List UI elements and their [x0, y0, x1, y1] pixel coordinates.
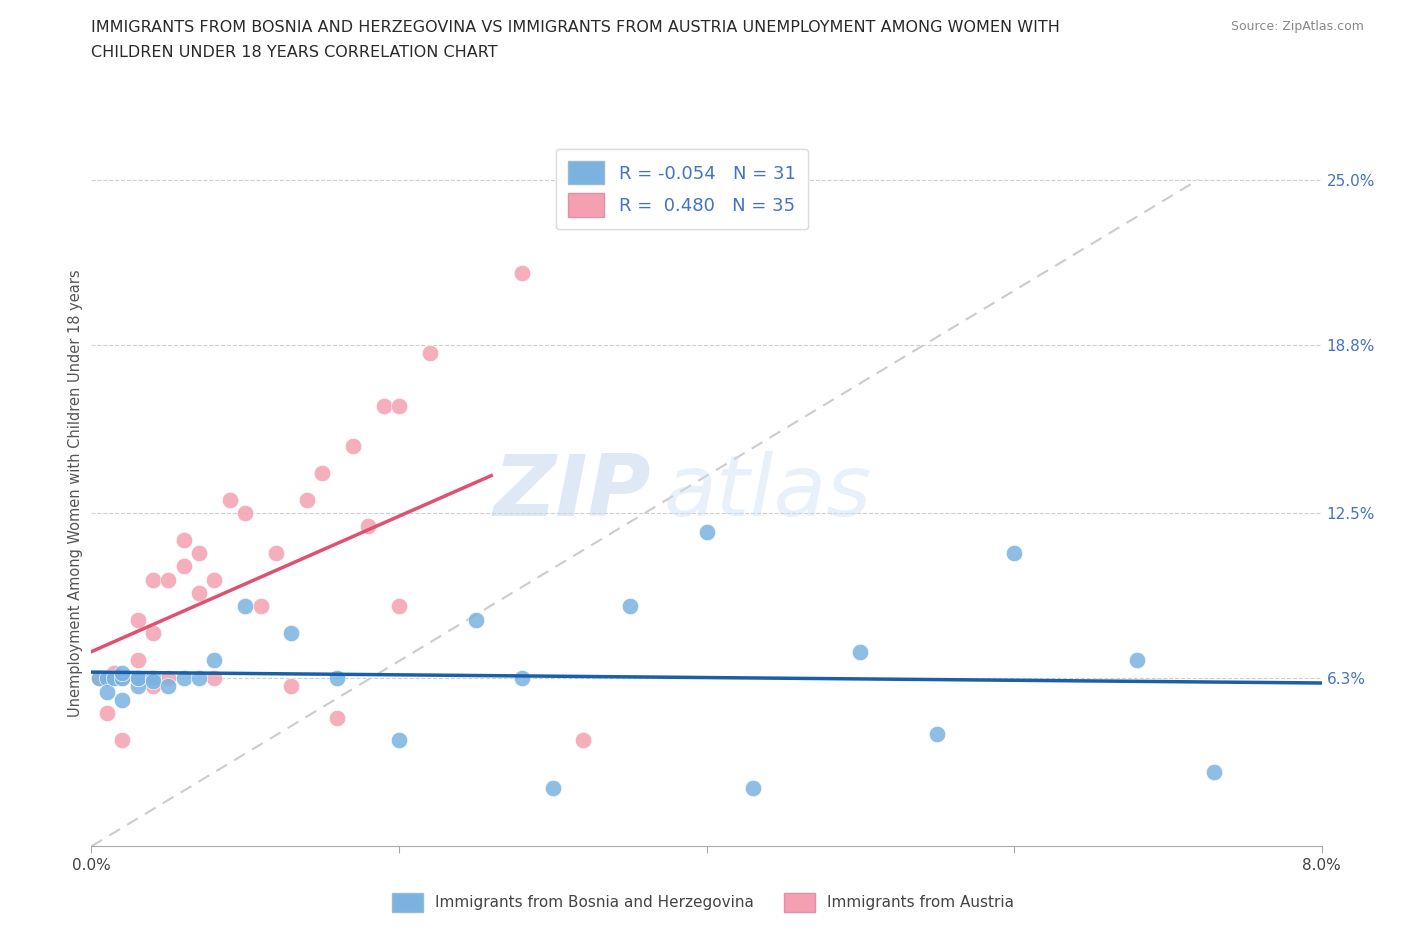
Point [927, 727, 949, 742]
Text: Source: ZipAtlas.com: Source: ZipAtlas.com [1230, 20, 1364, 33]
Point [695, 525, 717, 539]
Point [326, 711, 349, 725]
Point [173, 559, 195, 574]
Point [202, 572, 225, 587]
Text: atlas: atlas [664, 451, 872, 535]
Point [233, 599, 256, 614]
Point [87, 671, 110, 685]
Point [157, 671, 180, 685]
Point [295, 492, 318, 507]
Point [111, 671, 134, 685]
Point [849, 644, 872, 659]
Y-axis label: Unemployment Among Women with Children Under 18 years: Unemployment Among Women with Children U… [67, 269, 83, 717]
Point [111, 732, 134, 747]
Point [572, 732, 595, 747]
Point [96, 684, 118, 699]
Point [142, 671, 165, 685]
Point [188, 546, 211, 561]
Point [280, 626, 302, 641]
Point [741, 780, 763, 795]
Point [357, 519, 380, 534]
Point [96, 706, 118, 721]
Point [202, 652, 225, 667]
Point [1202, 764, 1225, 779]
Point [87, 671, 110, 685]
Point [111, 692, 134, 707]
Point [264, 546, 287, 561]
Point [233, 506, 256, 521]
Point [188, 586, 211, 601]
Legend: Immigrants from Bosnia and Herzegovina, Immigrants from Austria: Immigrants from Bosnia and Herzegovina, … [385, 887, 1021, 918]
Point [127, 679, 149, 694]
Point [188, 671, 211, 685]
Point [342, 439, 364, 454]
Point [619, 599, 641, 614]
Point [388, 399, 411, 414]
Point [510, 671, 533, 685]
Point [249, 599, 271, 614]
Text: IMMIGRANTS FROM BOSNIA AND HERZEGOVINA VS IMMIGRANTS FROM AUSTRIA UNEMPLOYMENT A: IMMIGRANTS FROM BOSNIA AND HERZEGOVINA V… [91, 20, 1060, 35]
Point [142, 679, 165, 694]
Point [157, 572, 180, 587]
Point [111, 666, 134, 681]
Point [173, 532, 195, 547]
Point [1002, 546, 1025, 561]
Point [510, 265, 533, 280]
Point [419, 345, 441, 360]
Point [103, 671, 125, 685]
Point [157, 679, 180, 694]
Point [311, 465, 333, 480]
Point [173, 671, 195, 685]
Point [96, 671, 118, 685]
Point [541, 780, 564, 795]
Point [127, 671, 149, 685]
Point [326, 671, 349, 685]
Point [388, 732, 411, 747]
Point [142, 626, 165, 641]
Point [388, 599, 411, 614]
Point [1126, 652, 1149, 667]
Point [373, 399, 395, 414]
Point [280, 679, 302, 694]
Point [464, 612, 486, 627]
Point [96, 671, 118, 685]
Point [142, 572, 165, 587]
Point [127, 612, 149, 627]
Text: CHILDREN UNDER 18 YEARS CORRELATION CHART: CHILDREN UNDER 18 YEARS CORRELATION CHAR… [91, 45, 498, 60]
Point [127, 652, 149, 667]
Legend: R = -0.054   N = 31, R =  0.480   N = 35: R = -0.054 N = 31, R = 0.480 N = 35 [555, 149, 808, 229]
Point [202, 671, 225, 685]
Text: ZIP: ZIP [494, 451, 651, 535]
Point [127, 671, 149, 685]
Point [111, 671, 134, 685]
Point [103, 666, 125, 681]
Point [142, 673, 165, 688]
Point [218, 492, 240, 507]
